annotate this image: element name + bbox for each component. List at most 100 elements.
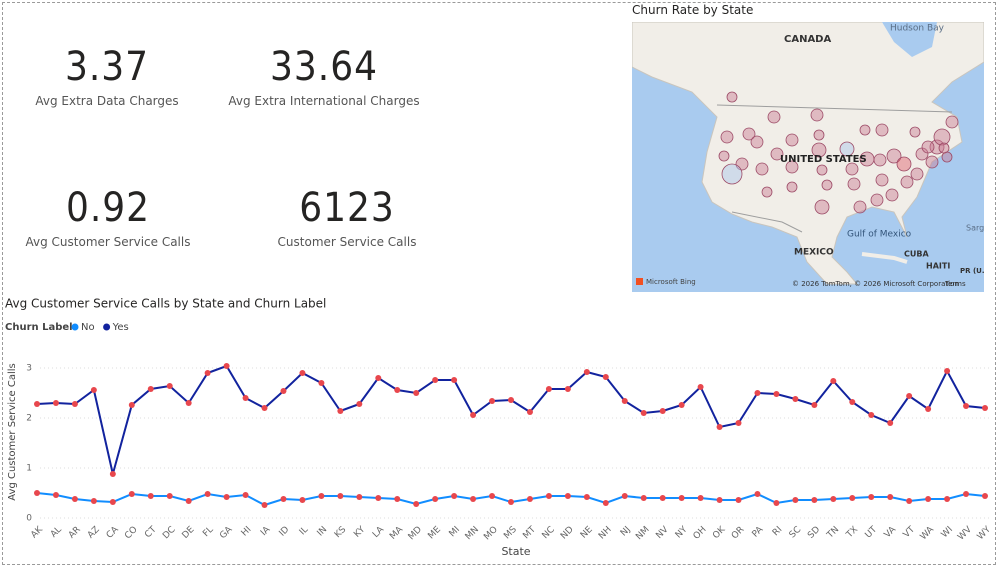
data-point (90, 498, 97, 504)
map[interactable]: Hudson Bay CANADA UNITED STATES Gulf of … (632, 22, 984, 292)
data-point (697, 384, 704, 390)
data-point (906, 393, 913, 399)
x-tick-label: TX (844, 525, 860, 541)
chart-title: Avg Customer Service Calls by State and … (5, 297, 326, 311)
legend-label: Yes (112, 322, 129, 333)
data-point (34, 490, 40, 496)
x-tick-label: KY (352, 524, 367, 539)
data-point (318, 380, 325, 386)
x-tick-label: IA (259, 524, 273, 538)
data-point (185, 400, 192, 406)
map-label: UNITED STATES (780, 154, 867, 165)
x-tick-label: SC (788, 525, 804, 541)
series-line (36, 364, 986, 475)
data-point (887, 494, 894, 500)
x-tick-label: MI (448, 525, 462, 539)
legend-marker (103, 323, 111, 331)
data-point (166, 383, 173, 389)
x-tick-label: OK (711, 524, 728, 541)
data-point (602, 374, 609, 380)
data-point (451, 377, 458, 383)
data-point (375, 495, 382, 501)
x-axis-label: State (501, 545, 530, 558)
kpi-value: 0.92 (65, 185, 151, 231)
data-point (659, 408, 666, 414)
data-point (223, 494, 230, 500)
data-point (678, 402, 685, 408)
data-point (697, 495, 704, 501)
x-tick-label: DC (161, 525, 177, 541)
x-tick-label: WY (976, 524, 994, 542)
x-tick-label: NY (674, 524, 690, 540)
x-tick-label: VA (883, 524, 899, 540)
data-point (564, 493, 571, 499)
x-tick-label: PA (751, 524, 766, 539)
map-label: MEXICO (794, 248, 834, 258)
data-point (71, 401, 78, 407)
data-point (166, 493, 173, 499)
x-tick-label: HI (240, 525, 254, 539)
x-tick-label: OH (692, 525, 709, 542)
bing-logo (636, 278, 643, 285)
legend-label: No (81, 322, 95, 333)
data-point (109, 499, 116, 505)
data-point (489, 398, 496, 404)
data-point (773, 391, 780, 397)
x-tick-label: SD (806, 525, 822, 541)
y-tick-label: 1 (26, 464, 32, 474)
data-point (982, 493, 988, 499)
data-point (735, 420, 742, 426)
data-point (470, 412, 477, 418)
data-point (242, 395, 249, 401)
data-point (223, 363, 230, 369)
data-point (735, 497, 742, 503)
data-point (261, 502, 268, 508)
data-point (356, 494, 363, 500)
x-tick-label: NJ (619, 525, 633, 539)
x-tick-label: AR (67, 525, 83, 541)
data-point (868, 412, 875, 418)
data-point (526, 409, 533, 415)
data-point (432, 377, 439, 383)
data-point (545, 493, 552, 499)
y-tick-label: 3 (26, 364, 32, 374)
x-tick-label: MS (502, 525, 519, 542)
data-point (34, 401, 40, 407)
data-point (280, 496, 287, 502)
y-axis-label: Avg Customer Service Calls (7, 363, 18, 500)
legend-title: Churn Label (5, 322, 73, 333)
data-point (583, 494, 590, 500)
x-tick-label: WI (940, 525, 955, 540)
data-point (754, 390, 761, 396)
x-tick-label: ID (278, 525, 292, 539)
data-point (432, 496, 439, 502)
map-label: Sarg (966, 224, 984, 233)
data-point (470, 496, 477, 502)
x-tick-label: ME (426, 525, 443, 542)
data-point (811, 497, 818, 503)
kpi-label: Avg Extra Data Charges (35, 94, 179, 108)
map-label: CANADA (784, 34, 831, 45)
data-point (204, 370, 211, 376)
data-point (508, 499, 514, 505)
data-point (659, 495, 666, 501)
data-point (773, 500, 780, 506)
map-label: © 2026 TomTom, © 2026 Microsoft Corporat… (792, 280, 959, 288)
data-point (849, 495, 856, 501)
data-point (621, 493, 628, 499)
cuba (861, 252, 908, 264)
data-point (261, 405, 268, 411)
data-point (564, 386, 571, 392)
data-point (716, 424, 723, 430)
x-tick-label: LA (371, 524, 387, 540)
data-point (602, 500, 609, 506)
y-tick-label: 0 (26, 514, 32, 524)
data-point (147, 386, 154, 392)
x-tick-label: CT (143, 524, 159, 540)
x-tick-label: CA (105, 524, 121, 540)
data-point (394, 496, 401, 502)
data-point (109, 471, 116, 477)
kpi-label: Avg Customer Service Calls (25, 235, 191, 249)
